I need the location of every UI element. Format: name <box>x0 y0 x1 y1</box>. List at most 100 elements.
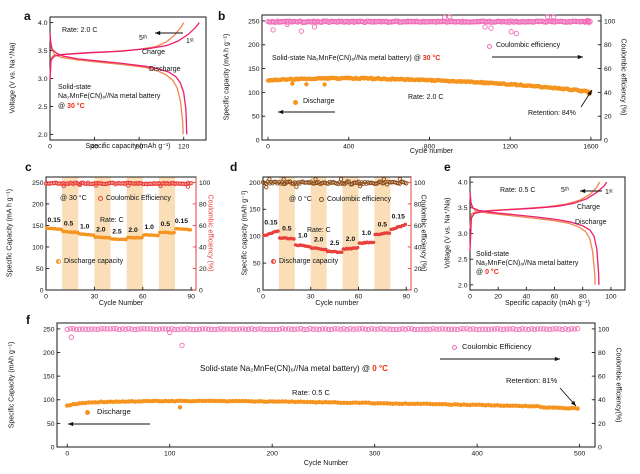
plot-border <box>261 14 602 141</box>
rate-step-label: 2.5 <box>330 240 340 247</box>
svg-text:1600: 1600 <box>583 144 598 151</box>
panel-b-letter: b <box>218 9 226 23</box>
battery-text: Solid-state Na₂MnFe(CN)₆//Na metal batte… <box>200 364 371 373</box>
series-ce-outliers <box>270 14 592 37</box>
svg-text:20: 20 <box>598 421 606 428</box>
svg-text:40: 40 <box>199 244 207 251</box>
svg-text:800: 800 <box>424 144 436 151</box>
svg-text:3.0: 3.0 <box>38 76 48 83</box>
svg-text:40: 40 <box>91 144 99 151</box>
svg-text:100: 100 <box>199 180 211 187</box>
svg-text:100: 100 <box>605 294 617 301</box>
charge-label: Charge <box>577 204 600 211</box>
panel-c-x-axis-label: Cycle Number <box>98 300 144 307</box>
svg-text:0: 0 <box>256 137 260 144</box>
svg-text:100: 100 <box>598 326 610 333</box>
svg-text:200: 200 <box>43 350 55 357</box>
discharge-label: Discharge <box>575 219 607 226</box>
svg-text:0: 0 <box>598 444 602 451</box>
svg-text:50: 50 <box>36 266 44 273</box>
coulombic-efficiency-label: Coulombic Efficiency <box>462 342 532 351</box>
svg-text:0: 0 <box>261 294 265 301</box>
svg-text:20: 20 <box>494 294 502 301</box>
discharge-capacity-marker <box>271 259 276 264</box>
panel-b: 0 400 800 1200 1600 0 50 100 150 200 250 0 20 40 60 80 1… <box>215 0 640 158</box>
axis-ticks: 0 400 800 1200 1600 0 50 100 150 200 250 0 20 40 60 80 1… <box>248 18 615 150</box>
svg-text:100: 100 <box>32 244 44 251</box>
panel-e-x-axis-label: Specific capacity (mAh g⁻¹) <box>505 300 590 307</box>
svg-text:40: 40 <box>414 244 422 251</box>
series-coulombic-efficiency <box>43 180 194 187</box>
svg-text:250: 250 <box>43 326 55 333</box>
svg-text:30: 30 <box>307 294 315 301</box>
cycle-5th-label: 5ᵗʰ <box>139 35 148 42</box>
discharge-capacity-label: Discharge capacity <box>279 258 339 265</box>
temperature-value: 0 °C <box>485 269 499 276</box>
retention-label: Retention: 81% <box>506 376 558 385</box>
battery-text: Solid-state Na₂MnFe(CN)₆//Na metal batte… <box>272 55 421 62</box>
panel-f-y-axis-label: Specific Capacity (mAh g⁻¹) <box>8 341 16 429</box>
coulombic-efficiency-label: Coulombic Efficiency <box>106 195 171 202</box>
axis-ticks: 0 30 60 90 0 50 100 150 200 250 0 20 40 60 80 100 <box>32 180 210 301</box>
rate-highlight-band <box>310 177 327 290</box>
series-discharge-outliers <box>177 405 183 410</box>
panel-a-letter: a <box>24 9 31 23</box>
series-coulombic-efficiency <box>265 18 593 25</box>
series-discharge <box>65 398 580 411</box>
svg-text:3.0: 3.0 <box>458 231 468 238</box>
rate-step-label: 0.5 <box>64 220 74 227</box>
series-ce-outliers <box>61 182 191 189</box>
svg-text:60: 60 <box>598 374 606 381</box>
axis-ticks: 0 20 40 60 80 100 2.0 2.5 3.0 3.5 4.0 <box>458 180 617 301</box>
battery-annotation: Solid-state Na₂MnFe(CN)₆//Na metal batte… <box>272 55 440 62</box>
svg-text:60: 60 <box>355 294 363 301</box>
battery-line1: Solid-state <box>58 84 92 91</box>
battery-line2: Na₂MnFe(CN)₆//Na metal battery <box>476 260 579 267</box>
svg-text:3.5: 3.5 <box>38 48 48 55</box>
svg-text:150: 150 <box>32 223 44 230</box>
svg-text:0: 0 <box>40 287 44 294</box>
rate-step-label: 0.5 <box>161 221 171 228</box>
svg-text:0: 0 <box>44 294 48 301</box>
series-discharge <box>265 75 593 95</box>
svg-text:300: 300 <box>369 451 381 458</box>
svg-text:2.5: 2.5 <box>38 104 48 111</box>
rate-step-label: 0.15 <box>47 217 60 224</box>
panel-c-letter: c <box>25 160 32 174</box>
svg-text:250: 250 <box>32 180 44 187</box>
panel-a-x-axis-label: Specific capacity (mAh g⁻¹) <box>85 143 171 150</box>
at-sign: @ <box>476 269 484 276</box>
svg-text:80: 80 <box>598 350 606 357</box>
series-ce-outliers <box>264 177 403 190</box>
svg-text:40: 40 <box>598 397 606 404</box>
svg-text:2.0: 2.0 <box>458 282 468 289</box>
svg-text:0: 0 <box>468 294 472 301</box>
series-discharge-capacity <box>45 226 193 242</box>
coulombic-efficiency-label: Coulombic efficiency <box>496 42 561 49</box>
svg-text:500: 500 <box>574 451 586 458</box>
discharge-label: Discharge <box>97 407 131 416</box>
panel-b-y-axis-label: Specific capacity (mA h g⁻¹) <box>223 33 231 121</box>
rate-step-label: 2.5 <box>112 229 122 236</box>
rate-annotation: Rate: C <box>307 227 331 234</box>
coulombic-efficiency-label: Coulombic efficiency <box>327 196 392 203</box>
discharge-marker <box>293 100 298 105</box>
panel-e-letter: e <box>444 160 451 174</box>
axis-ticks: 0 40 80 120 2.0 2.5 3.0 3.5 4.0 <box>38 20 190 151</box>
panel-b-chart: 0 400 800 1200 1600 0 50 100 150 200 250 0 20 40 60 80 1… <box>248 14 616 151</box>
series-charge-1st <box>49 22 200 80</box>
panel-d: 0 30 60 90 0 50 100 150 200 0 20 40 60 80 100 0.15 0.5 1.… <box>215 155 430 310</box>
coulombic-efficiency-marker <box>98 196 103 201</box>
svg-text:2.0: 2.0 <box>38 132 48 139</box>
svg-text:0: 0 <box>65 451 69 458</box>
rate-highlight-band <box>126 177 143 290</box>
svg-text:50: 50 <box>47 421 55 428</box>
svg-text:3.5: 3.5 <box>458 205 468 212</box>
temperature-annotation: @ 30 °C <box>60 195 87 202</box>
rate-step-label: 0.15 <box>175 218 188 225</box>
temperature-value: 30 °C <box>422 55 441 62</box>
svg-text:0: 0 <box>266 144 270 151</box>
svg-text:60: 60 <box>139 294 147 301</box>
svg-text:1200: 1200 <box>503 144 518 151</box>
